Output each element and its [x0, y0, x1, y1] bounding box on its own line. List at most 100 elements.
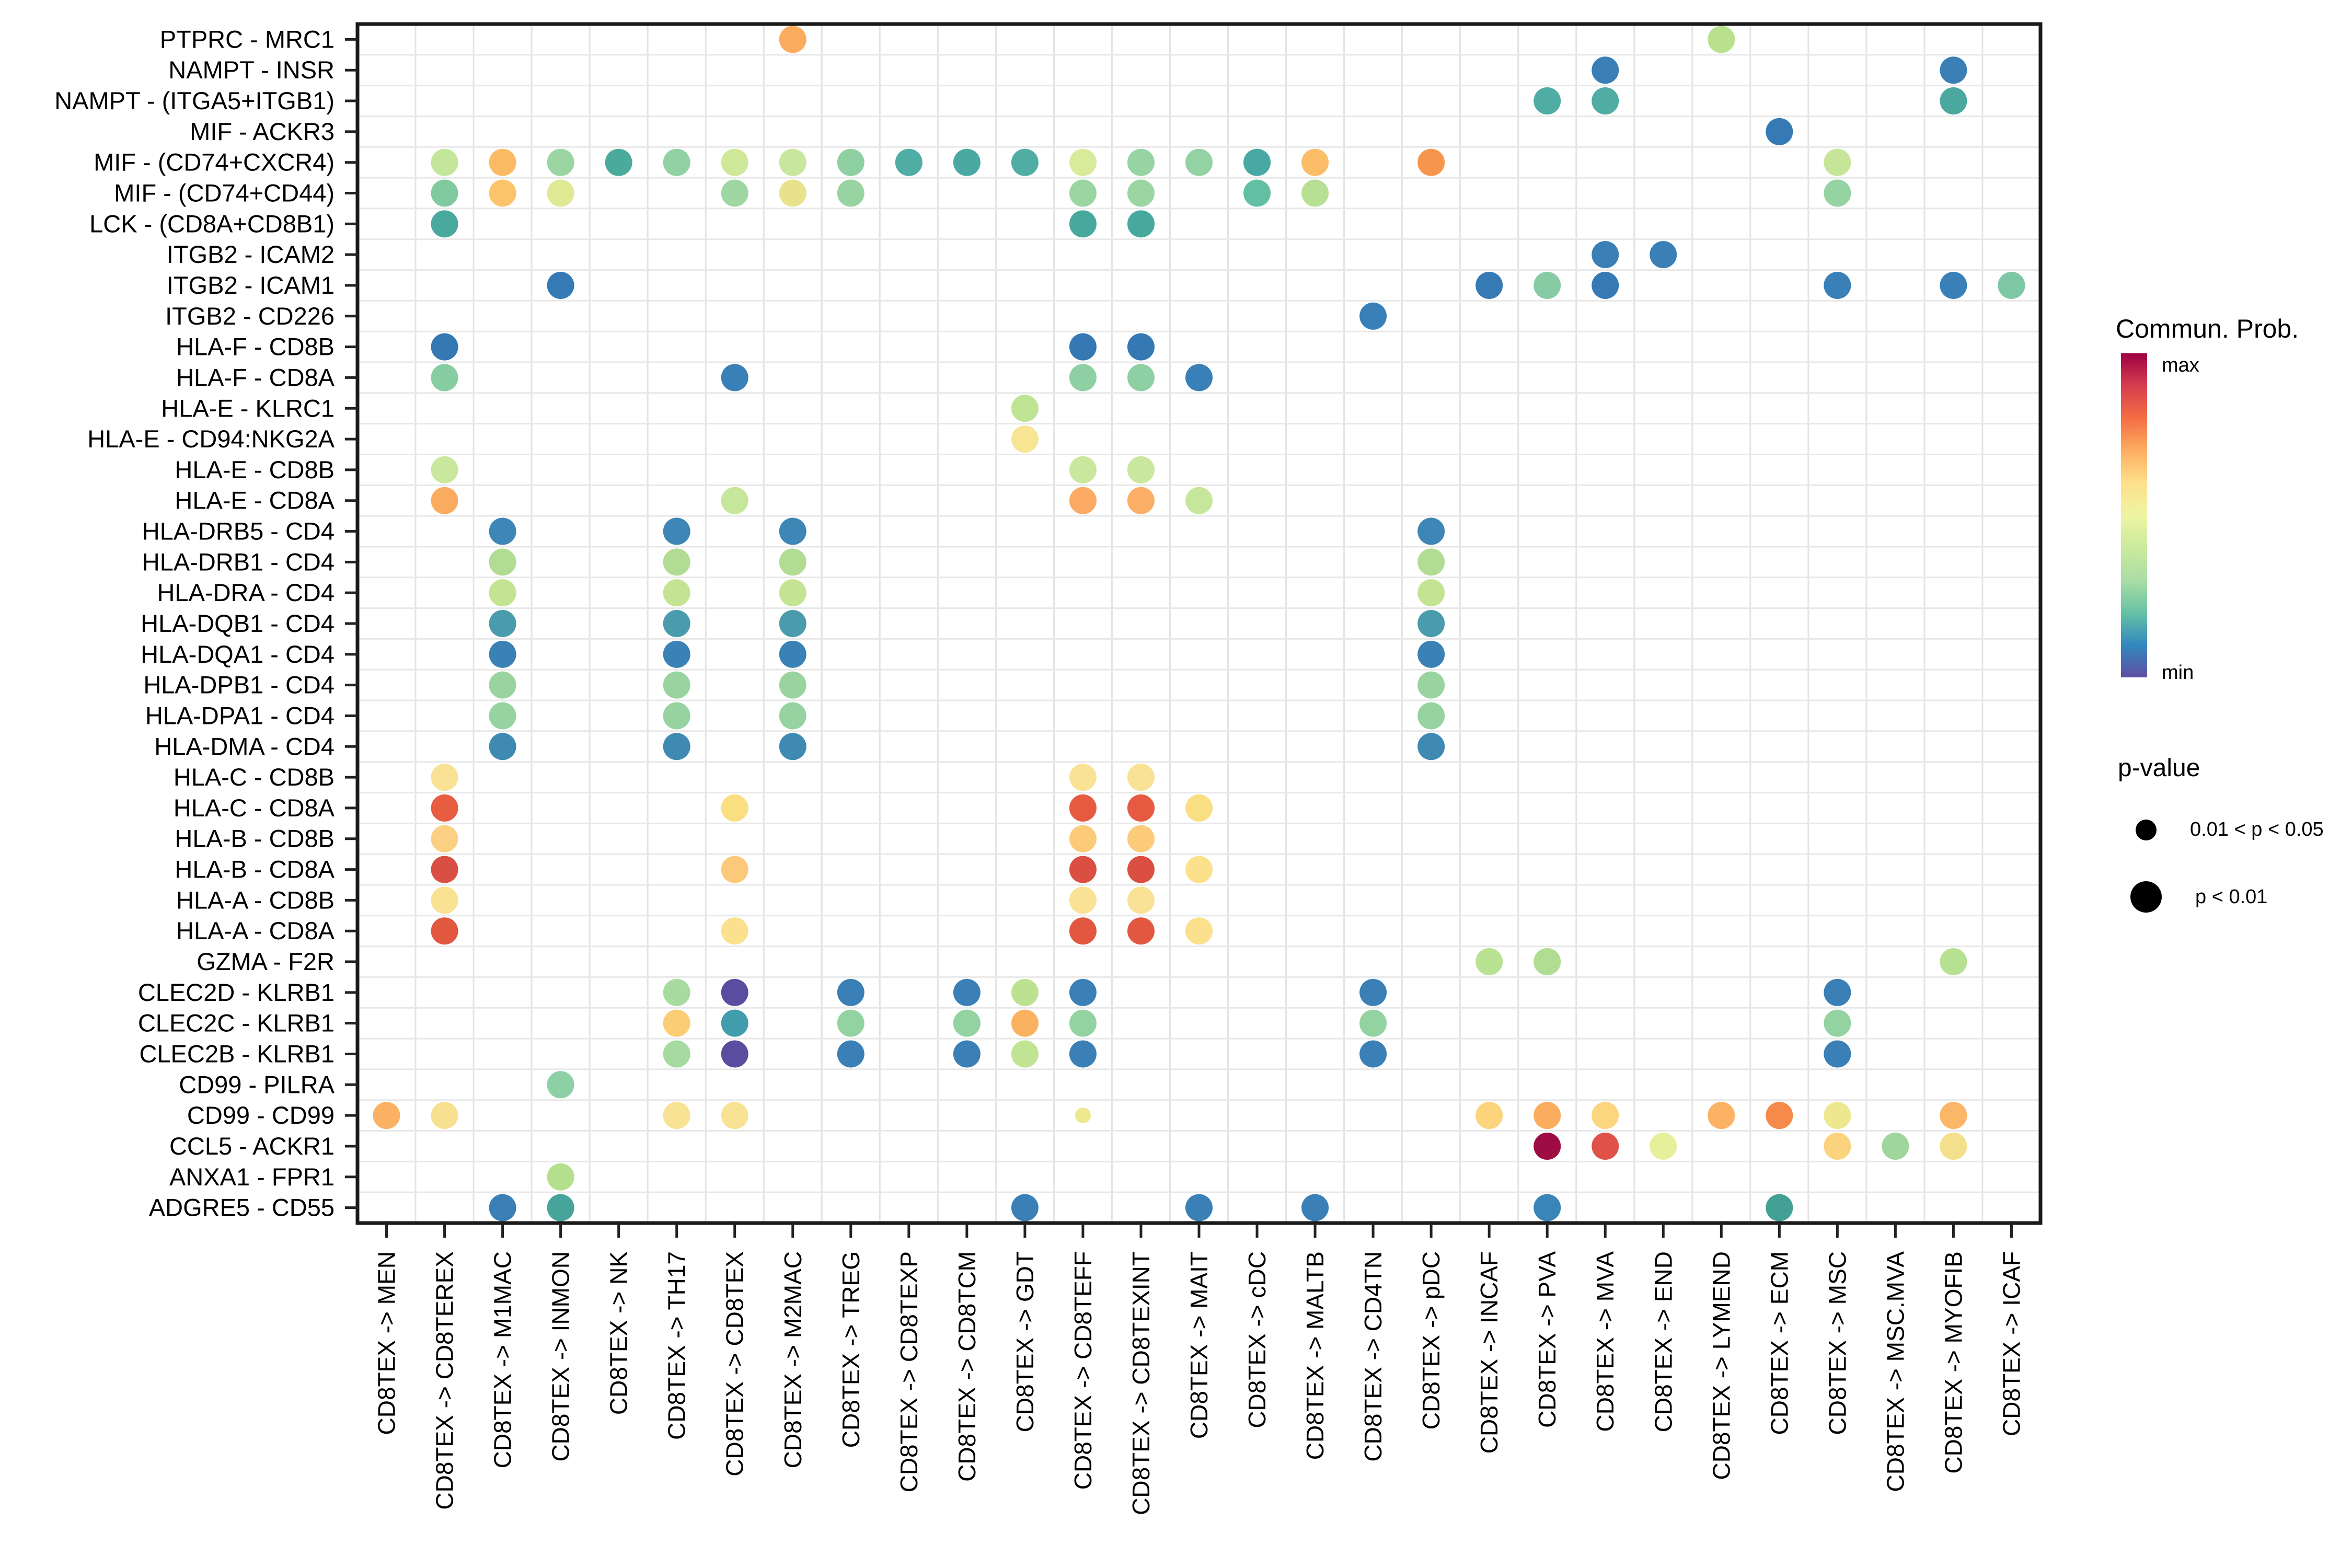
x-axis-label: CD8TEX -> MSC.MVA	[1882, 1251, 1909, 1492]
y-axis-label: HLA-F - CD8B	[176, 333, 335, 361]
comm-prob-dot	[1592, 1132, 1619, 1160]
y-axis-label: HLA-DRB1 - CD4	[142, 548, 335, 575]
comm-prob-dot	[1417, 148, 1445, 176]
x-axis-label: CD8TEX -> cDC	[1243, 1251, 1271, 1428]
pvalue-large-dot-icon	[2130, 881, 2162, 913]
y-axis-label: HLA-DPA1 - CD4	[145, 701, 335, 729]
comm-prob-dot	[1940, 1132, 1967, 1160]
comm-prob-dot	[1069, 856, 1097, 883]
comm-prob-dot	[547, 1071, 574, 1099]
comm-prob-dot	[1127, 487, 1155, 514]
comm-prob-dot	[1185, 856, 1213, 883]
comm-prob-dot	[1069, 487, 1097, 514]
comm-prob-dot	[953, 148, 981, 176]
y-axis-label: HLA-A - CD8A	[176, 917, 335, 944]
comm-prob-dot	[1534, 1194, 1561, 1221]
y-axis-label: HLA-DQB1 - CD4	[141, 609, 335, 637]
legend: Commun. Prob. max min p-value 0.01 < p <…	[2070, 293, 2352, 951]
comm-prob-dot	[1417, 640, 1445, 668]
y-axis-label: HLA-DQA1 - CD4	[141, 640, 335, 668]
legend-max-label: max	[2162, 354, 2199, 376]
comm-prob-dot	[837, 1009, 864, 1037]
comm-prob-dot	[431, 210, 458, 238]
comm-prob-dot	[1824, 271, 1851, 299]
comm-prob-dot	[1824, 1132, 1851, 1160]
comm-prob-dot	[779, 179, 806, 207]
comm-prob-dot	[1534, 271, 1561, 299]
comm-prob-dot	[1417, 517, 1445, 545]
comm-prob-dot	[837, 179, 864, 207]
x-axis-label: CD8TEX -> CD8TEFF	[1069, 1251, 1097, 1490]
legend-pvalue-item-small: 0.01 < p < 0.05	[2130, 818, 2324, 841]
comm-prob-dot	[431, 1102, 458, 1129]
x-axis-label: CD8TEX -> INMON	[547, 1251, 574, 1462]
comm-prob-dot	[1011, 1009, 1039, 1037]
comm-prob-dot	[1185, 1194, 1213, 1221]
y-axis-label: HLA-E - CD8A	[175, 487, 335, 514]
comm-prob-dot	[1127, 364, 1155, 391]
comm-prob-dot	[489, 517, 516, 545]
y-axis-label: ITGB2 - ICAM1	[167, 271, 335, 299]
comm-prob-dot	[1592, 56, 1619, 84]
comm-prob-dot	[1243, 179, 1271, 207]
y-axis-label: CLEC2C - KLRB1	[138, 1009, 335, 1037]
comm-prob-dot	[837, 148, 864, 176]
x-axis-label: CD8TEX -> M1MAC	[489, 1251, 516, 1468]
x-axis-label: CD8TEX -> ECM	[1766, 1251, 1793, 1435]
comm-prob-dot	[373, 1102, 400, 1129]
comm-prob-dot	[1243, 148, 1271, 176]
comm-prob-dot	[1592, 87, 1619, 115]
comm-prob-dot	[779, 610, 806, 637]
x-axis-label: CD8TEX -> PVA	[1534, 1251, 1561, 1428]
comm-prob-dot	[1011, 148, 1039, 176]
y-axis-label: CD99 - CD99	[187, 1101, 335, 1129]
comm-prob-dot	[1417, 671, 1445, 699]
comm-prob-dot	[663, 1102, 690, 1129]
comm-prob-dot	[1766, 1194, 1793, 1221]
comm-prob-dot	[1069, 794, 1097, 822]
comm-prob-dot	[1069, 364, 1097, 391]
x-axis-label: CD8TEX -> ICAF	[1998, 1251, 2025, 1436]
x-axis-label: CD8TEX -> MEN	[373, 1251, 400, 1435]
comm-prob-dot	[779, 548, 806, 576]
x-axis-label: CD8TEX -> LYMEND	[1708, 1251, 1735, 1480]
y-axis-label: HLA-DMA - CD4	[154, 732, 335, 760]
comm-prob-dot	[1359, 978, 1387, 1006]
x-axis-label: CD8TEX -> CD8TEREX	[431, 1251, 458, 1510]
comm-prob-dot	[489, 179, 516, 207]
comm-prob-dot	[1069, 1040, 1097, 1068]
y-axis-label: CLEC2B - KLRB1	[139, 1040, 335, 1067]
comm-prob-dot	[1940, 1102, 1967, 1129]
comm-prob-dot	[431, 179, 458, 207]
comm-prob-dot	[721, 1009, 748, 1037]
comm-prob-dot	[663, 671, 690, 699]
comm-prob-dot	[1534, 87, 1561, 115]
comm-prob-dot	[1824, 148, 1851, 176]
y-axis-label: HLA-E - CD8B	[175, 456, 335, 483]
comm-prob-dot	[779, 640, 806, 668]
legend-pvalue-title: p-value	[2118, 754, 2200, 782]
comm-prob-dot	[721, 978, 748, 1006]
comm-prob-dot	[547, 271, 574, 299]
comm-prob-dot	[431, 364, 458, 391]
y-axis-label: CD99 - PILRA	[179, 1070, 335, 1098]
comm-prob-dot	[779, 733, 806, 760]
y-axis-label: HLA-F - CD8A	[176, 363, 335, 391]
comm-prob-dot	[1127, 917, 1155, 945]
comm-prob-dot	[489, 148, 516, 176]
comm-prob-dot	[1127, 886, 1155, 914]
y-axis-label: NAMPT - (ITGA5+ITGB1)	[54, 87, 335, 114]
comm-prob-dot	[1592, 1102, 1619, 1129]
comm-prob-dot	[489, 548, 516, 576]
x-axis-label: CD8TEX -> MSC	[1824, 1251, 1851, 1435]
y-axis-label: GZMA - F2R	[197, 948, 335, 975]
x-axis-label: CD8TEX -> MVA	[1592, 1251, 1619, 1432]
y-axis-label: CCL5 - ACKR1	[169, 1132, 335, 1160]
comm-prob-dot	[663, 579, 690, 607]
comm-prob-dot	[1301, 179, 1329, 207]
comm-prob-dot	[489, 733, 516, 760]
legend-colorbar-gradient	[2121, 353, 2147, 677]
comm-prob-dot	[721, 1102, 748, 1129]
